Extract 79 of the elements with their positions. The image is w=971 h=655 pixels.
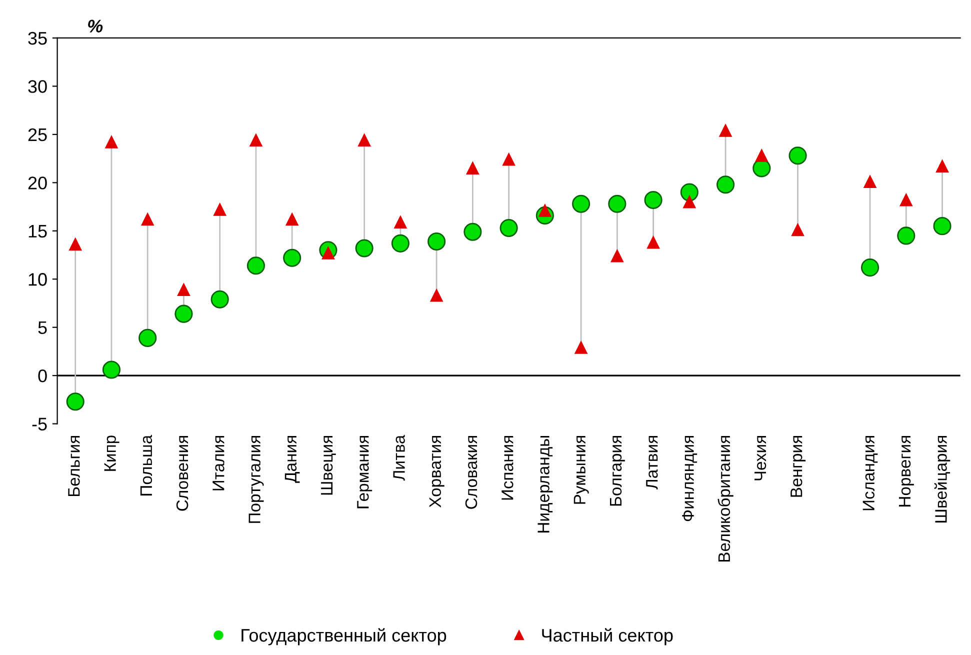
- point: [141, 213, 154, 226]
- x-tick-label: Швеция: [321, 436, 336, 495]
- point: [897, 226, 916, 245]
- x-tick-label: Исландия: [862, 436, 878, 510]
- y-tick-label: 30: [28, 80, 47, 93]
- y-tick-label: 20: [28, 176, 47, 190]
- point: [933, 217, 952, 236]
- point: [246, 256, 265, 275]
- x-tick-label: Бельгия: [68, 436, 80, 496]
- point: [572, 194, 590, 213]
- point: [394, 216, 407, 228]
- x-tick-label: Дания: [284, 436, 300, 483]
- point: [102, 360, 120, 379]
- y-tick-label: 25: [28, 128, 47, 142]
- point: [466, 162, 479, 174]
- x-tick-label: Словения: [176, 436, 188, 511]
- point: [355, 239, 374, 258]
- y-tick-label: 0: [38, 369, 47, 382]
- legend-label: Частный сектор: [542, 628, 673, 646]
- x-tick-label: Финляндия: [682, 436, 698, 522]
- point: [430, 289, 443, 302]
- x-tick-label: Румыния: [574, 436, 589, 504]
- x-tick-label: Португалия: [248, 436, 264, 523]
- y-tick-label: -5: [32, 418, 47, 431]
- x-tick-label: Великобритания: [718, 436, 734, 562]
- point: [900, 194, 912, 206]
- x-tick-label: Италия: [212, 436, 224, 490]
- point: [644, 190, 662, 210]
- point: [138, 328, 157, 347]
- point: [358, 134, 371, 146]
- point: [610, 250, 624, 262]
- point: [647, 236, 660, 249]
- x-tick-label: Болгария: [610, 436, 625, 506]
- y-tick-label: 35: [28, 32, 47, 45]
- point: [105, 136, 118, 148]
- point: [683, 196, 696, 208]
- x-tick-label: Словакия: [465, 436, 478, 509]
- x-tick-label: Чехия: [754, 436, 766, 480]
- y-tick-label: 5: [38, 321, 47, 334]
- point: [174, 304, 193, 323]
- point: [608, 194, 626, 213]
- point: [936, 160, 949, 173]
- point: [464, 222, 482, 241]
- point: [860, 258, 880, 277]
- point: [69, 238, 82, 251]
- y-tick-label: 15: [28, 225, 47, 238]
- point: [788, 146, 807, 165]
- point: [210, 290, 229, 308]
- x-tick-label: Германия: [357, 436, 372, 508]
- point: [716, 176, 735, 194]
- x-tick-label: Нидерланды: [538, 436, 553, 532]
- x-tick-label: Швейцария: [934, 436, 950, 522]
- y-tick-label: 10: [28, 273, 47, 286]
- point: [250, 134, 262, 146]
- point: [502, 153, 516, 166]
- point: [864, 175, 876, 188]
- x-tick-label: Испания: [502, 436, 514, 500]
- point: [214, 203, 226, 216]
- point: [680, 183, 698, 202]
- x-tick-label: Польша: [140, 434, 152, 496]
- point: [286, 213, 298, 226]
- point: [177, 283, 190, 296]
- x-tick-label: Кипр: [104, 436, 120, 471]
- point: [755, 149, 768, 162]
- point: [574, 341, 588, 354]
- x-tick-label: Хорватия: [429, 436, 444, 508]
- point: [283, 248, 302, 267]
- x-tick-label: Венгрия: [790, 436, 806, 497]
- legend-label: Государственный сектор: [242, 628, 446, 646]
- x-tick-label: Литва: [393, 434, 405, 481]
- y-axis-title: %: [88, 20, 103, 32]
- x-tick-label: Норвегия: [898, 436, 914, 506]
- point: [792, 224, 804, 236]
- point: [66, 392, 84, 411]
- point: [719, 124, 732, 137]
- point: [500, 218, 518, 238]
- x-tick-label: Латвия: [646, 436, 658, 490]
- point: [391, 234, 410, 252]
- point: [428, 232, 446, 251]
